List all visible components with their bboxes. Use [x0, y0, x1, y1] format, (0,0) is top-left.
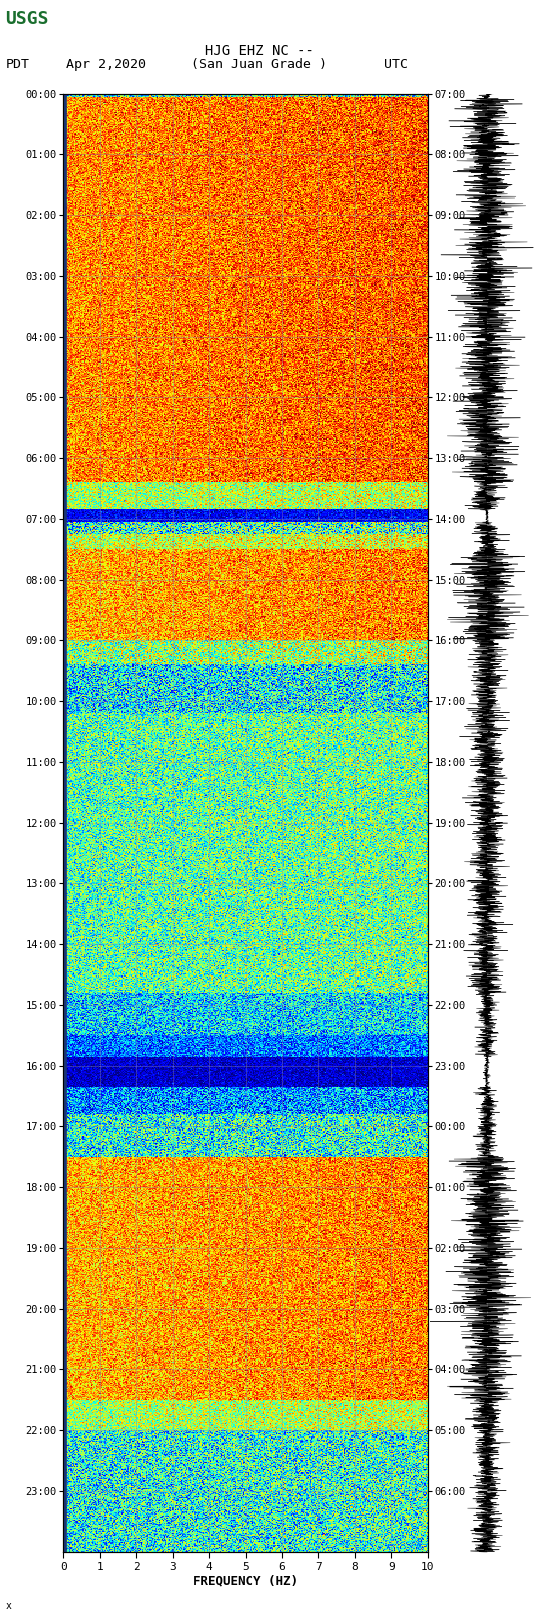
Text: USGS: USGS: [6, 11, 49, 29]
Text: HJG EHZ NC --: HJG EHZ NC --: [205, 44, 314, 58]
Text: PDT: PDT: [6, 58, 29, 71]
Text: UTC: UTC: [384, 58, 407, 71]
Text: x: x: [6, 1602, 12, 1611]
Text: (San Juan Grade ): (San Juan Grade ): [192, 58, 327, 71]
X-axis label: FREQUENCY (HZ): FREQUENCY (HZ): [193, 1574, 298, 1587]
Text: Apr 2,2020: Apr 2,2020: [66, 58, 146, 71]
